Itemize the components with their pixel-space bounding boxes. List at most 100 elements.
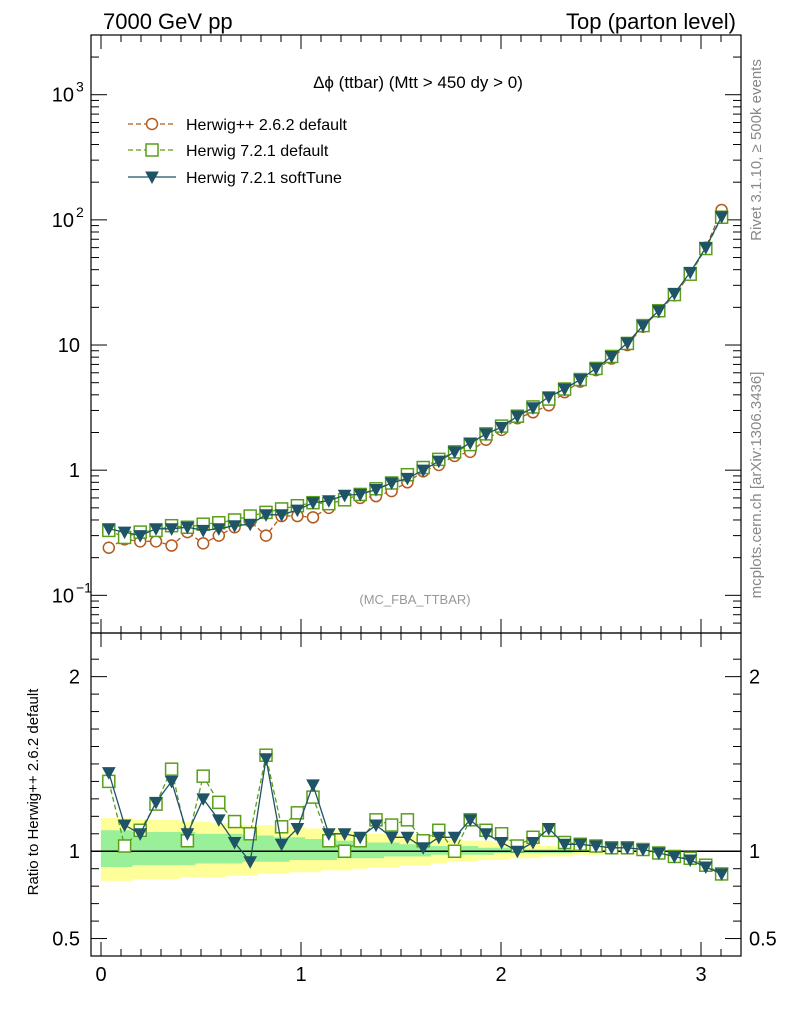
data-point-ratio <box>101 767 116 780</box>
data-point-ratio <box>636 843 650 857</box>
data-point-main <box>274 509 289 522</box>
data-point-main <box>714 211 729 224</box>
data-point-ratio <box>494 837 509 850</box>
y-tick-label: 10 <box>52 585 74 607</box>
side-label-rivet: Rivet 3.1.10, ≥ 500k events <box>748 59 765 241</box>
data-point-ratio <box>180 828 195 841</box>
data-point-ratio <box>714 868 729 881</box>
data-point-ratio <box>400 831 415 845</box>
data-point-main <box>369 484 383 497</box>
data-point-ratio <box>274 838 289 852</box>
data-point-ratio <box>557 838 572 852</box>
data-point-main <box>494 421 509 435</box>
data-point-ratio <box>510 845 525 859</box>
data-point-ratio <box>604 842 619 855</box>
header-right: Top (parton level) <box>566 9 736 34</box>
data-point-ratio <box>164 762 179 776</box>
y-tick-label: 1 <box>69 460 80 482</box>
ratio-tick-label-right: 2 <box>749 667 760 689</box>
x-tick-label: 3 <box>695 964 706 986</box>
data-point-ratio <box>416 842 431 855</box>
y-tick-label-exp: −1 <box>76 579 92 595</box>
data-point-ratio <box>447 831 462 845</box>
data-point-main <box>211 523 226 536</box>
y-tick-label-exp: 3 <box>76 79 84 95</box>
data-point-main <box>259 529 273 542</box>
data-point-ratio <box>306 779 320 792</box>
data-point-main <box>259 509 273 522</box>
data-point-main <box>337 489 352 503</box>
data-point-main <box>479 428 493 441</box>
data-point-ratio <box>212 795 226 810</box>
data-point-ratio <box>149 796 163 810</box>
data-point-main <box>196 537 210 550</box>
data-point-main <box>180 521 195 535</box>
data-point-main <box>589 362 603 376</box>
side-label-mcplots: mcplots.cern.ch [arXiv:1306.3436] <box>748 372 765 599</box>
data-point-main <box>102 541 116 554</box>
data-point-ratio <box>589 840 603 854</box>
data-point-main <box>384 477 399 491</box>
data-point-main <box>698 242 713 255</box>
data-point-main <box>431 455 446 469</box>
series-line-main <box>108 216 723 539</box>
y-tick-label-exp: 2 <box>76 204 84 220</box>
ratio-frame <box>90 632 742 957</box>
data-point-ratio <box>463 814 478 827</box>
header-left: 7000 GeV pp <box>103 9 233 34</box>
data-point-main <box>510 410 525 424</box>
ratio-tick-label: 2 <box>69 667 80 689</box>
ratio-ylabel: Ratio to Herwig++ 2.6.2 default <box>25 688 42 896</box>
data-point-main <box>573 374 588 387</box>
data-point-main <box>101 523 116 536</box>
data-point-main <box>400 472 415 486</box>
ratio-tick-label: 1 <box>69 841 80 863</box>
data-point-main <box>306 511 320 524</box>
data-point-ratio <box>117 839 132 853</box>
data-point-ratio <box>196 793 211 806</box>
data-point-main <box>133 530 148 543</box>
data-point-main <box>557 383 572 397</box>
x-tick-label: 2 <box>495 964 506 986</box>
data-point-ratio <box>337 844 352 858</box>
data-point-ratio <box>227 814 242 829</box>
data-point-ratio <box>337 828 352 841</box>
data-point-main <box>667 288 682 301</box>
legend-label: Herwig 7.2.1 softTune <box>186 170 342 187</box>
data-point-ratio <box>196 769 210 783</box>
legend-marker <box>145 117 159 131</box>
data-point-ratio <box>259 753 273 766</box>
data-point-ratio <box>573 838 588 852</box>
data-point-main <box>117 526 132 540</box>
data-point-ratio <box>133 828 148 841</box>
data-point-ratio <box>667 850 682 864</box>
data-point-ratio <box>321 828 336 841</box>
y-tick-label: 10 <box>58 335 80 357</box>
data-point-main <box>290 504 305 518</box>
data-point-ratio <box>369 819 383 833</box>
data-point-ratio <box>698 861 713 875</box>
series-line-main <box>108 209 723 549</box>
legend-label: Herwig++ 2.6.2 default <box>186 117 348 134</box>
data-point-ratio <box>211 814 226 827</box>
ratio-tick-label-right: 1 <box>749 841 760 863</box>
data-point-main <box>683 266 698 280</box>
data-point-main <box>636 320 650 333</box>
data-point-main <box>321 495 336 508</box>
series-line-ratio <box>108 758 722 875</box>
series-layer <box>101 203 729 881</box>
data-point-main <box>227 520 242 533</box>
ratio-tick-label-right: 0.5 <box>749 929 777 951</box>
data-point-ratio <box>243 827 257 841</box>
data-point-main <box>447 446 462 459</box>
data-point-main <box>196 524 211 538</box>
x-tick-label: 1 <box>295 964 306 986</box>
plot-frames <box>90 34 742 957</box>
data-point-main <box>353 488 368 502</box>
data-point-main <box>604 350 619 364</box>
x-tick-label: 0 <box>95 964 106 986</box>
legend: Herwig++ 2.6.2 default Herwig 7.2.1 defau… <box>128 117 348 187</box>
